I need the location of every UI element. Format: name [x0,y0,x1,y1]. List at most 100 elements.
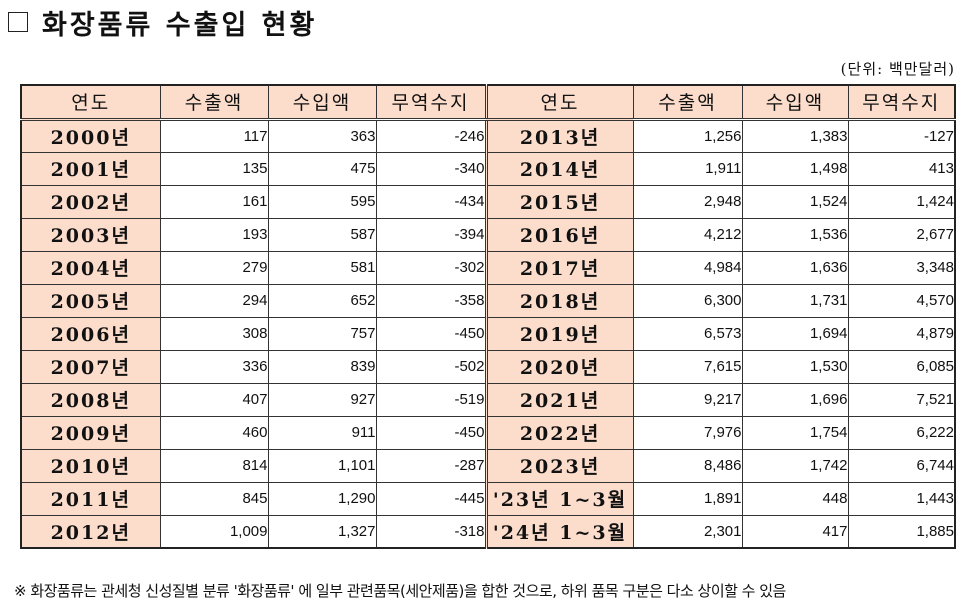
import-cell: 1,731 [741,283,849,318]
year-cell: 2020년 [484,349,634,384]
balance-cell: -445 [375,481,487,516]
import-cell: 417 [741,514,849,549]
export-cell: 308 [159,316,269,351]
year-cell: 2010년 [20,448,161,483]
import-cell: 587 [267,217,377,252]
export-cell: 117 [159,118,269,153]
import-cell: 1,327 [267,514,377,549]
table-row: 2004년 279 581 -302 2017년 4,984 1,636 3,348 [20,250,956,285]
balance-cell: -434 [375,184,487,219]
export-cell: 845 [159,481,269,516]
balance-cell: 1,424 [847,184,956,219]
table-row: 2003년 193 587 -394 2016년 4,212 1,536 2,677 [20,217,956,252]
balance-cell: -502 [375,349,487,384]
document-title-bar: 화장품류 수출입 현황 [8,4,318,41]
import-cell: 1,694 [741,316,849,351]
import-cell: 581 [267,250,377,285]
import-cell: 1,536 [741,217,849,252]
balance-cell: 413 [847,151,956,186]
import-cell: 1,383 [741,118,849,153]
year-cell: 2016년 [484,217,634,252]
import-cell: 1,636 [741,250,849,285]
balance-cell: -450 [375,415,487,450]
year-cell: 2006년 [20,316,161,351]
import-cell: 1,696 [741,382,849,417]
export-cell: 336 [159,349,269,384]
year-cell: 2014년 [484,151,634,186]
balance-cell: 7,521 [847,382,956,417]
year-cell: 2017년 [484,250,634,285]
balance-cell: -519 [375,382,487,417]
export-cell: 2,948 [632,184,743,219]
year-cell: 2015년 [484,184,634,219]
import-cell: 448 [741,481,849,516]
import-cell: 363 [267,118,377,153]
year-cell: 2005년 [20,283,161,318]
export-cell: 161 [159,184,269,219]
year-cell: 2001년 [20,151,161,186]
table-row: 2005년 294 652 -358 2018년 6,300 1,731 4,570 [20,283,956,318]
trade-table: 연도 수출액 수입액 무역수지 연도 수출액 수입액 무역수지 2000년 117… [20,84,956,549]
balance-cell: -450 [375,316,487,351]
balance-cell: 1,443 [847,481,956,516]
page-title: 화장품류 수출입 현황 [42,9,318,41]
export-cell: 7,976 [632,415,743,450]
table-row: 2000년 117 363 -246 2013년 1,256 1,383 -127 [20,118,956,153]
footnote: ※ 화장품류는 관세청 신성질별 분류 '화장품류' 에 일부 관련품목(세안제… [14,582,786,600]
year-cell: 2019년 [484,316,634,351]
export-cell: 1,891 [632,481,743,516]
export-cell: 1,009 [159,514,269,549]
import-cell: 1,290 [267,481,377,516]
export-cell: 7,615 [632,349,743,384]
year-cell: 2022년 [484,415,634,450]
balance-cell: 4,570 [847,283,956,318]
header-balance: 무역수지 [375,84,487,121]
import-cell: 927 [267,382,377,417]
year-cell: '24년 1~3월 [484,514,634,549]
table-row: 2009년 460 911 -450 2022년 7,976 1,754 6,222 [20,415,956,450]
balance-cell: 6,085 [847,349,956,384]
table-row: 2006년 308 757 -450 2019년 6,573 1,694 4,879 [20,316,956,351]
year-cell: 2008년 [20,382,161,417]
export-cell: 6,300 [632,283,743,318]
balance-cell: -394 [375,217,487,252]
table-row: 2010년 814 1,101 -287 2023년 8,486 1,742 6,744 [20,448,956,483]
year-cell: 2018년 [484,283,634,318]
header-import: 수입액 [267,84,377,121]
export-cell: 460 [159,415,269,450]
balance-cell: 2,677 [847,217,956,252]
table-row: 2011년 845 1,290 -445'23년 1~3월 1,891 448 1,443 [20,481,956,516]
balance-cell: 1,885 [847,514,956,549]
export-cell: 294 [159,283,269,318]
import-cell: 475 [267,151,377,186]
checkbox-square-icon [8,12,28,32]
header-export: 수출액 [632,84,743,121]
import-cell: 839 [267,349,377,384]
export-cell: 8,486 [632,448,743,483]
table-row: 2001년 135 475 -340 2014년 1,911 1,498 413 [20,151,956,186]
year-cell: 2007년 [20,349,161,384]
table-row: 2002년 161 595 -434 2015년 2,948 1,524 1,424 [20,184,956,219]
year-cell: 2004년 [20,250,161,285]
export-cell: 2,301 [632,514,743,549]
table-header-row: 연도 수출액 수입액 무역수지 연도 수출액 수입액 무역수지 [20,84,956,121]
year-cell: 2012년 [20,514,161,549]
export-cell: 4,984 [632,250,743,285]
import-cell: 911 [267,415,377,450]
year-cell: '23년 1~3월 [484,481,634,516]
balance-cell: -358 [375,283,487,318]
balance-cell: -287 [375,448,487,483]
balance-cell: 4,879 [847,316,956,351]
table-row: 2012년 1,009 1,327 -318'24년 1~3월 2,301 417 1,88… [20,514,956,549]
header-export: 수출액 [159,84,269,121]
year-cell: 2021년 [484,382,634,417]
export-cell: 6,573 [632,316,743,351]
header-balance: 무역수지 [847,84,956,121]
import-cell: 757 [267,316,377,351]
year-cell: 2023년 [484,448,634,483]
header-import: 수입액 [741,84,849,121]
import-cell: 1,101 [267,448,377,483]
import-cell: 1,498 [741,151,849,186]
import-cell: 595 [267,184,377,219]
year-cell: 2002년 [20,184,161,219]
